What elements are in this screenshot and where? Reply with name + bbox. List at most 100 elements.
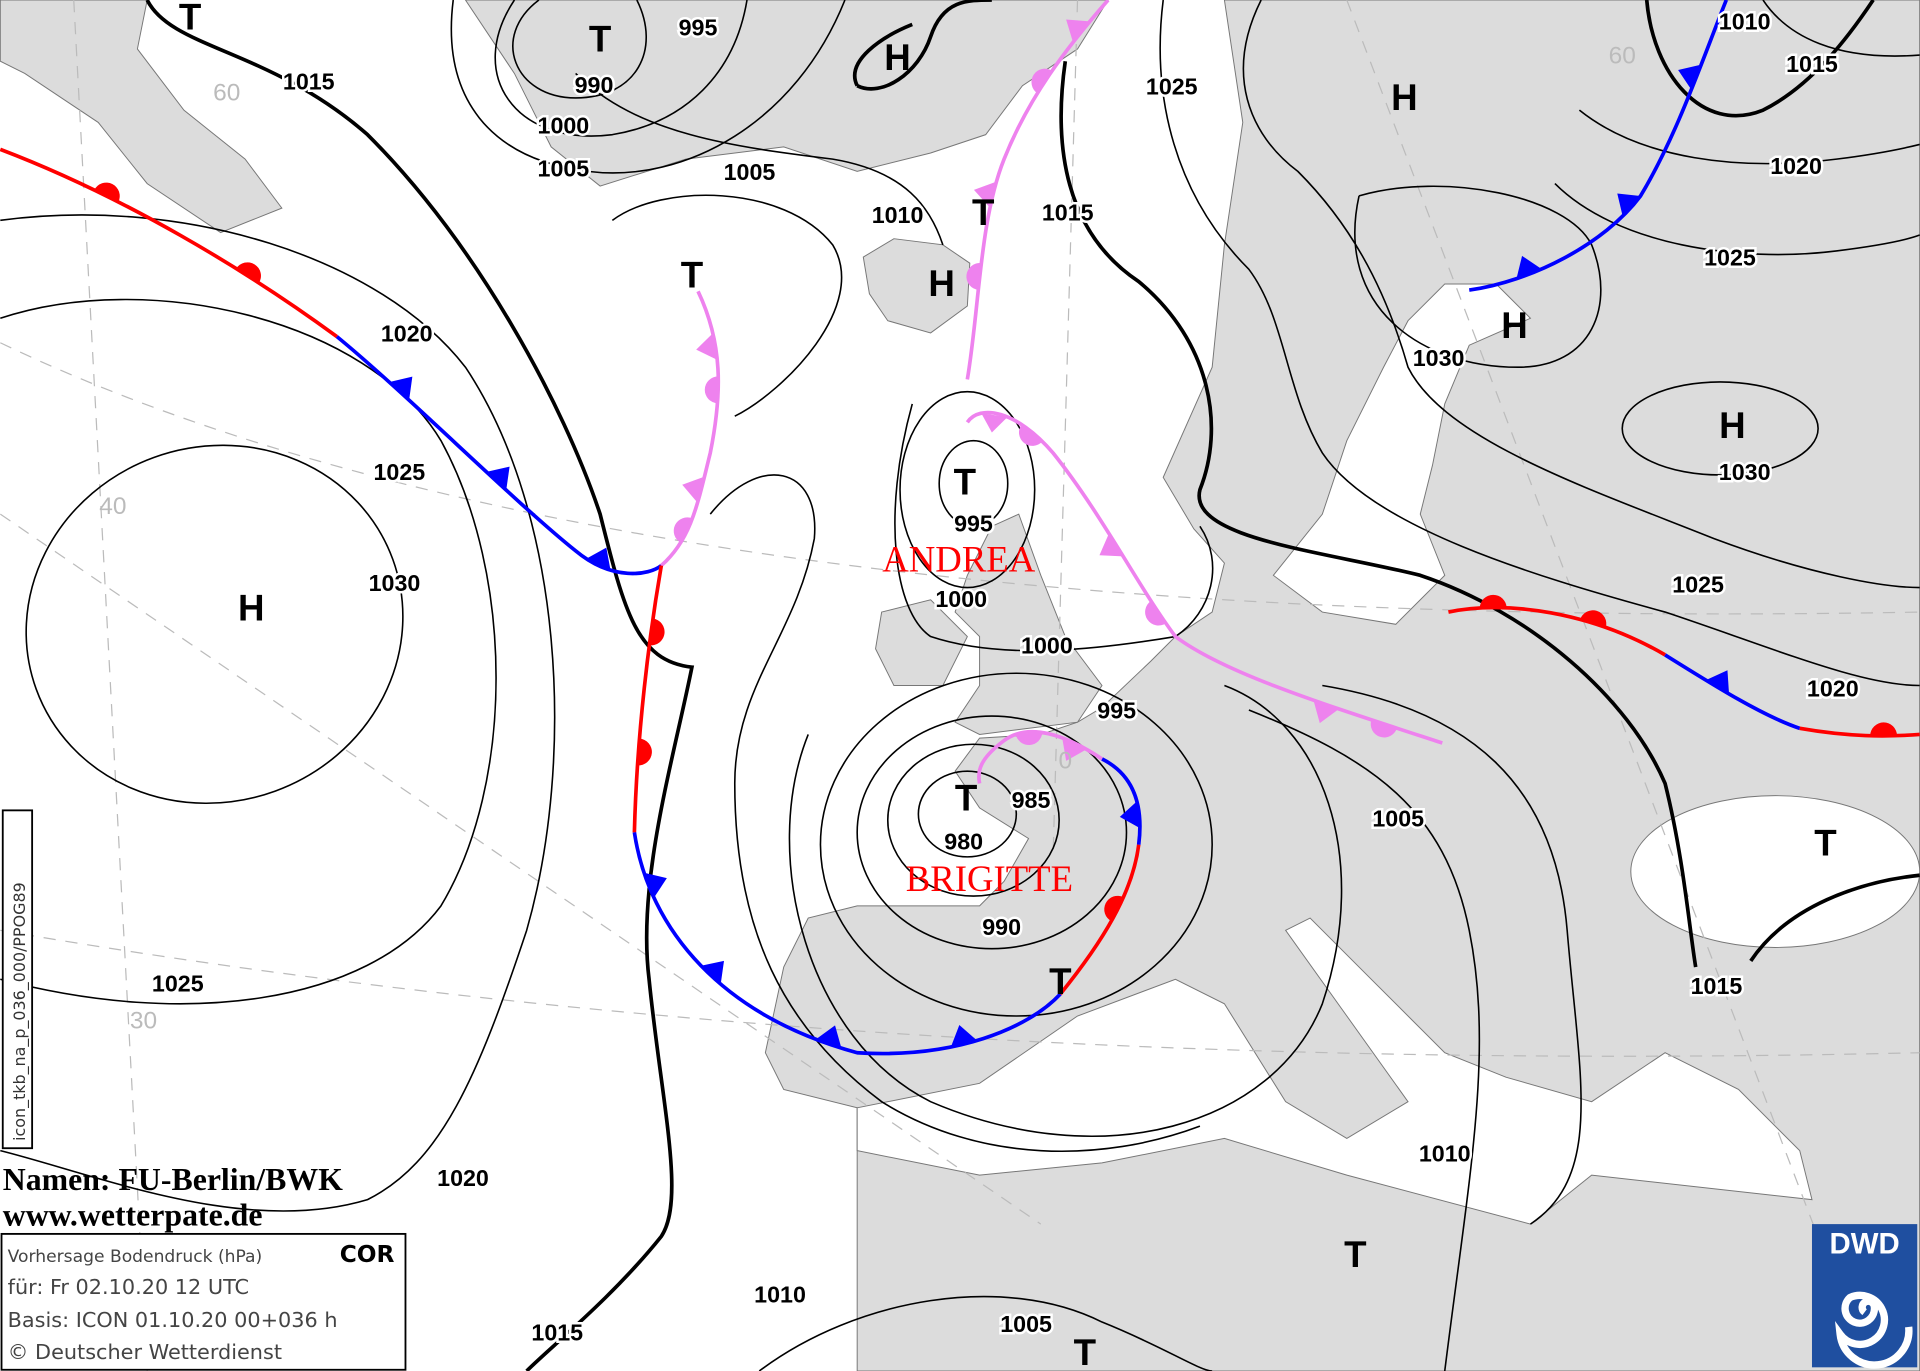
occlusion-greenland <box>965 0 1110 380</box>
canada-land <box>0 0 283 234</box>
product-code: icon_tkb_na_p_036_000/PPOG89 <box>10 882 30 1141</box>
low-center: T <box>589 18 612 59</box>
front-semicircle-mark <box>94 182 120 202</box>
isobar-1015-east <box>1059 60 1698 968</box>
front-semicircle-mark <box>1145 600 1166 626</box>
info-valid-time: für: Fr 02.10.20 12 UTC <box>8 1275 249 1299</box>
info-box: Vorhersage Bodendruck (hPa) COR für: Fr … <box>0 1232 407 1371</box>
front-semicircle-mark <box>1018 424 1043 446</box>
low-center-brigitte: T <box>955 777 978 818</box>
front-triangle-mark <box>682 476 705 503</box>
isobar-label: 995 <box>1097 698 1136 724</box>
cold-front-brigitte <box>632 832 1062 1056</box>
front-triangle-mark <box>1066 19 1090 43</box>
front-semicircle-mark <box>966 263 982 290</box>
front-triangle-mark <box>1678 64 1702 90</box>
front-semicircle-mark <box>1580 610 1607 628</box>
isobar-label: 1025 <box>1704 245 1756 271</box>
info-copyright: © Deutscher Wetterdienst <box>8 1340 282 1364</box>
low-center: T <box>1814 823 1837 864</box>
front-semicircle-mark <box>649 618 665 646</box>
isobar-label: 1005 <box>1000 1311 1052 1337</box>
front-triangle-mark <box>644 872 667 898</box>
isobar-label: 1010 <box>1419 1141 1471 1167</box>
high-center: H <box>884 37 911 78</box>
latitude-label: 60 <box>213 79 240 106</box>
high-center: H <box>1391 77 1418 118</box>
storm-name-andrea: ANDREA <box>882 539 1035 580</box>
latitude-label: 40 <box>99 493 126 520</box>
warm-front-atlantic <box>0 147 339 339</box>
names-credit: Namen: FU-Berlin/BWK <box>3 1162 343 1197</box>
isobar-label: 1020 <box>1770 153 1822 179</box>
isobar-label: 1000 <box>1021 633 1073 659</box>
front-triangle-mark <box>815 1025 842 1049</box>
isobar-label: 1015 <box>1786 51 1838 77</box>
isobar-label: 995 <box>954 510 993 536</box>
isobar-high-greenland <box>853 0 992 91</box>
isobar-label: 1015 <box>1691 973 1743 999</box>
isobar-label: 995 <box>679 14 718 40</box>
front-triangle-mark <box>1705 670 1730 694</box>
iceland-land <box>862 238 971 334</box>
isobar-label: 1010 <box>1719 8 1771 34</box>
isobar-label: 1025 <box>373 459 425 485</box>
front-triangle-mark <box>1099 533 1124 557</box>
isobar-1010-ne <box>1644 0 1875 118</box>
spiral-icon <box>1834 1291 1913 1369</box>
latitude-label: 30 <box>130 1007 157 1034</box>
front-triangle-mark <box>1516 255 1542 279</box>
info-cor-flag: COR <box>340 1241 395 1268</box>
front-semicircle-mark <box>1870 722 1898 736</box>
website-credit: www.wetterpate.de <box>3 1197 263 1232</box>
isobar-label: 985 <box>1012 787 1051 813</box>
front-triangle-mark <box>981 413 1008 433</box>
front-semicircle-mark <box>1015 732 1043 746</box>
front-semicircle-mark <box>1479 594 1507 608</box>
isobar-1015-se <box>1749 873 1920 962</box>
isobar-label: 990 <box>575 72 614 98</box>
isobar-label: 1015 <box>1042 199 1094 225</box>
high-center: H <box>238 588 265 629</box>
cold-front-brigitte-east <box>1101 757 1142 845</box>
eurasia-land <box>764 0 1920 1371</box>
isobar-label: 1025 <box>152 971 204 997</box>
warm-front-russia-east <box>1799 726 1920 738</box>
isobar-label: 980 <box>944 829 983 855</box>
mediterranean-sea <box>856 917 1813 1225</box>
info-basis: Basis: ICON 01.10.20 00+036 h <box>8 1308 338 1332</box>
front-triangle-mark <box>701 960 725 985</box>
low-center: T <box>972 192 995 233</box>
isobar-label: 1020 <box>437 1165 489 1191</box>
low-center: T <box>1074 1332 1097 1371</box>
isobar-label: 1030 <box>369 570 421 596</box>
cold-front-scandinavia <box>1468 0 1728 292</box>
isobar-label: 1000 <box>935 586 987 612</box>
front-triangle-mark <box>1617 193 1641 217</box>
low-center: T <box>681 255 704 296</box>
front-semicircle-mark <box>637 738 652 766</box>
front-semicircle-mark <box>1104 895 1124 922</box>
front-triangle-mark <box>486 466 510 491</box>
front-triangle-mark <box>1062 737 1087 761</box>
front-semicircle-mark <box>236 262 261 283</box>
warm-front-brigitte-west <box>632 565 664 833</box>
info-title: Vorhersage Bodendruck (hPa) <box>8 1247 263 1267</box>
warm-front-russia <box>1448 605 1667 657</box>
front-triangle-mark <box>1313 700 1339 724</box>
front-triangle-mark <box>1119 801 1140 829</box>
occlusion-andrea <box>965 410 1443 745</box>
front-triangle-mark <box>389 376 413 401</box>
isobar-label: 1020 <box>381 321 433 347</box>
latitude-labels: 60 40 30 60 0 <box>99 43 1636 1035</box>
isobar-label: 1025 <box>1146 73 1198 99</box>
isobar-label: 1005 <box>538 155 590 181</box>
latitude-label: 0 <box>1058 748 1072 775</box>
dwd-logo: DWD <box>1811 1224 1918 1369</box>
product-code-box: icon_tkb_na_p_036_000/PPOG89 <box>1 809 34 1150</box>
cold-front-atlantic <box>335 335 663 576</box>
low-center-andrea: T <box>954 462 977 503</box>
isobar-1015-west <box>145 0 695 1371</box>
